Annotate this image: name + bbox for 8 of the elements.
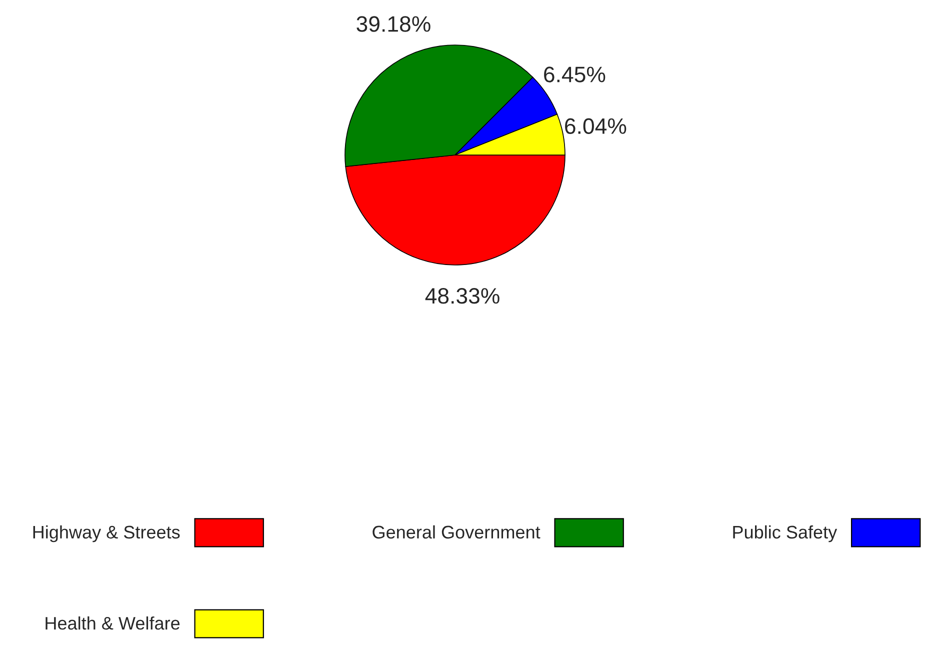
data-label: 48.33% [425,288,500,304]
data-label: 6.45% [544,66,606,82]
legend-label: Public Safety [733,525,838,542]
data-label: 39.18% [356,16,430,32]
legend-label: Highway & Streets [33,525,180,542]
legend-label: General Government [372,525,540,539]
data-label: 6.04% [565,118,626,134]
legend-label: Health & Welfare [46,616,180,630]
